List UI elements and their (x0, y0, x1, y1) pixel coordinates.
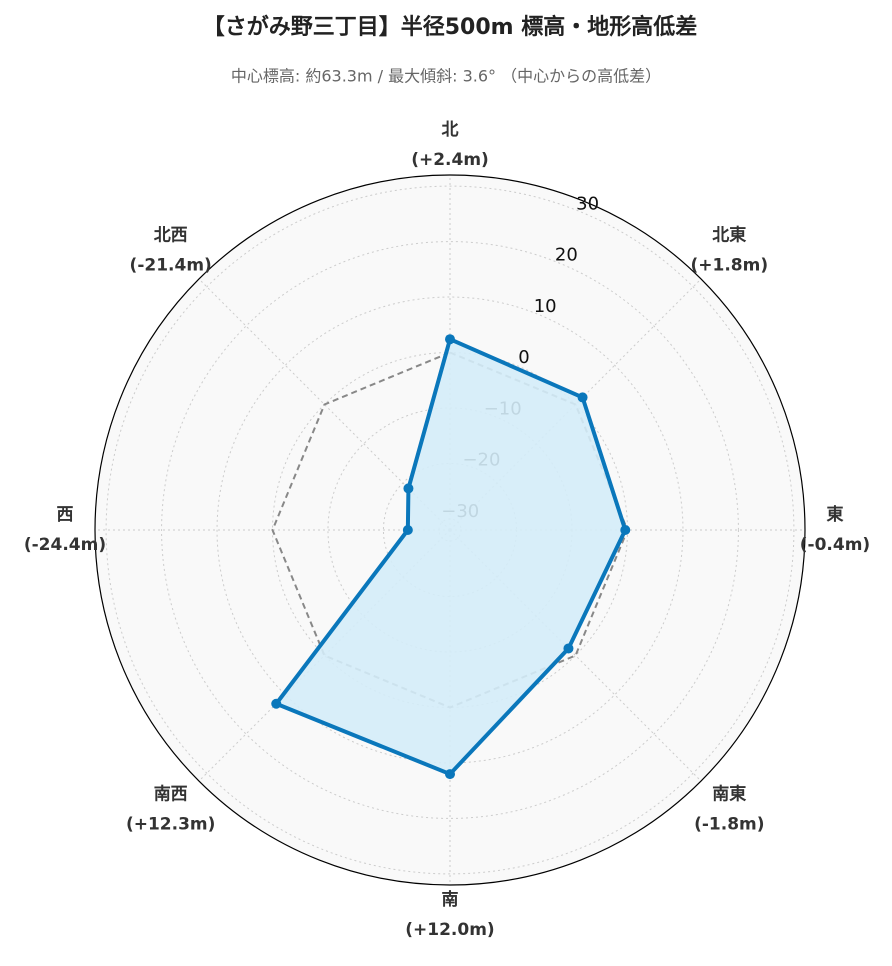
data-point (403, 483, 414, 494)
r-tick-label: 10 (534, 296, 557, 317)
category-label: 北 (442, 120, 459, 140)
data-area (276, 339, 626, 775)
value-label: (-21.4m) (130, 256, 212, 276)
data-point (402, 525, 413, 535)
category-label: 西 (57, 505, 74, 525)
category-label: 南西 (154, 783, 188, 804)
value-label: (-24.4m) (24, 535, 106, 555)
chart-title: 【さがみ野三丁目】半径500m 標高・地形高低差 (203, 14, 698, 40)
grid-circle (161, 241, 739, 819)
value-label: (+12.0m) (405, 920, 494, 940)
r-tick-label: 20 (555, 245, 578, 266)
category-label: 南 (442, 889, 459, 910)
value-label: (+1.8m) (690, 256, 768, 276)
data-point (563, 643, 574, 654)
r-tick-label: 30 (576, 193, 599, 214)
category-label: 北西 (154, 226, 188, 246)
grid-circle (105, 185, 795, 875)
category-label: 東 (827, 504, 844, 525)
grid-spoke (449, 529, 702, 782)
category-label: 南東 (712, 783, 746, 804)
r-tick-label: 0 (518, 347, 529, 368)
data-point (577, 392, 588, 403)
value-label: (+2.4m) (411, 150, 489, 170)
grid-spoke (449, 278, 702, 531)
value-label: (-1.8m) (694, 814, 764, 834)
chart-subtitle: 中心標高: 約63.3m / 最大傾斜: 3.6° （中心からの高低差） (231, 67, 661, 86)
data-point (271, 698, 282, 709)
value-label: (+12.3m) (126, 814, 215, 834)
category-label: 北東 (712, 225, 746, 246)
plot-border (94, 174, 806, 886)
data-point (620, 525, 631, 535)
data-point (445, 334, 455, 345)
value-label: (-0.4m) (800, 535, 870, 555)
grid-spoke (198, 529, 451, 782)
grid-spoke (198, 278, 451, 531)
data-point (445, 769, 455, 780)
